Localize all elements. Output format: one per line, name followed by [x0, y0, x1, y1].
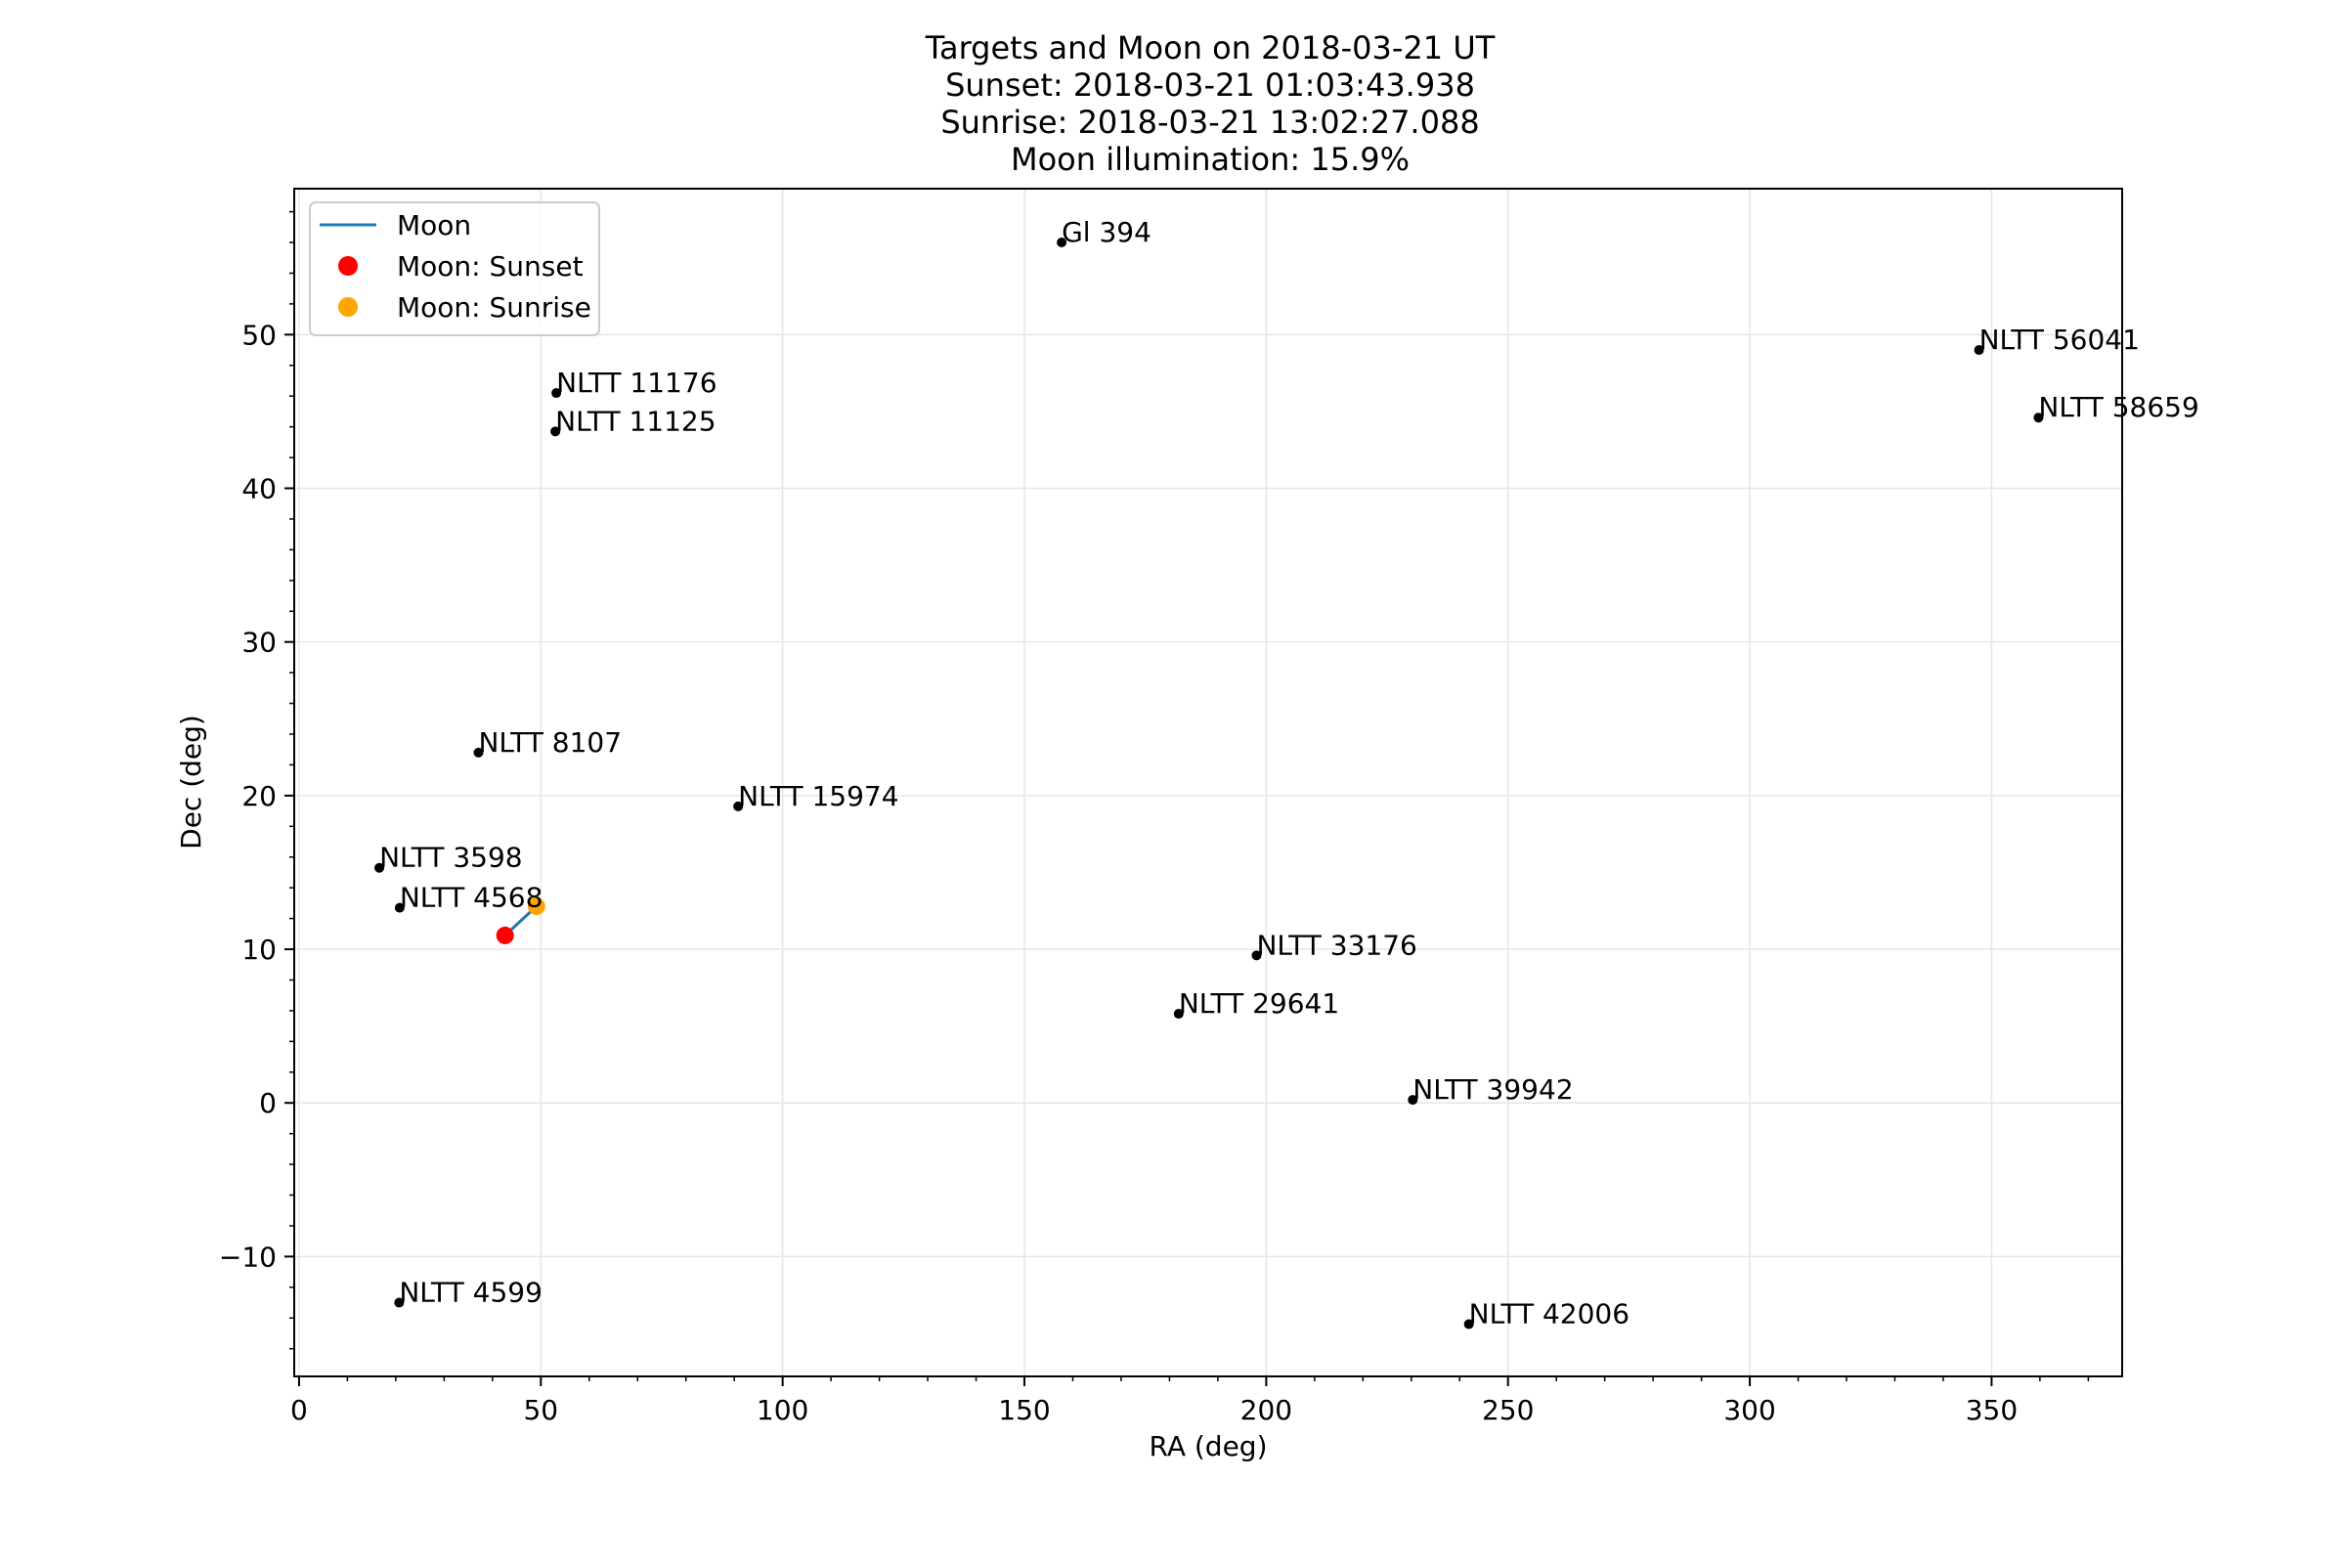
- moon-sunset-marker: [496, 926, 514, 944]
- title-line-2: Sunset: 2018-03-21 01:03:43.938: [945, 66, 1475, 104]
- legend: Moon Moon: Sunset Moon: Sunrise: [309, 201, 600, 336]
- target-point: [1251, 950, 1262, 961]
- target-label: NLTT 15974: [738, 780, 898, 812]
- target-point: [374, 862, 385, 873]
- y-tick-label: 40: [241, 473, 277, 505]
- legend-sunset-marker: [338, 256, 358, 276]
- plot-frame: [293, 188, 2123, 1377]
- target-label: Gl 394: [1062, 216, 1151, 248]
- target-point: [1463, 1319, 1474, 1329]
- x-tick-label: 150: [998, 1394, 1050, 1426]
- legend-sunrise-marker: [338, 297, 358, 317]
- y-tick-label: 30: [241, 627, 277, 659]
- target-label: NLTT 56041: [1979, 324, 2140, 356]
- moon-sunrise-marker: [527, 897, 545, 916]
- legend-label-moon: Moon: [397, 209, 471, 241]
- y-tick-label: 50: [241, 319, 277, 351]
- target-point: [1173, 1009, 1184, 1020]
- title-line-1: Targets and Moon on 2018-03-21 UT: [925, 29, 1496, 66]
- axis-ticks: 0 50 100 150 200 250 300 350 −10 0 10 20 30 40 50: [219, 210, 2090, 1426]
- x-tick-label: 0: [290, 1394, 308, 1426]
- target-label: NLTT 33176: [1256, 929, 1416, 961]
- target-point: [1408, 1095, 1418, 1106]
- target-label: NLTT 39942: [1412, 1073, 1573, 1106]
- target-point: [550, 426, 561, 437]
- x-axis-label: RA (deg): [1150, 1430, 1268, 1462]
- target-point: [1057, 238, 1067, 248]
- legend-box: [309, 201, 600, 336]
- target-label: NLTT 4599: [399, 1277, 543, 1309]
- target-label: NLTT 8107: [478, 726, 622, 759]
- x-tick-label: 300: [1723, 1394, 1775, 1426]
- y-tick-label: 0: [259, 1087, 277, 1119]
- target-label: NLTT 11125: [555, 405, 716, 437]
- x-tick-label: 350: [1966, 1394, 2018, 1426]
- y-tick-label: 20: [241, 780, 277, 812]
- x-tick-label: 100: [757, 1394, 808, 1426]
- x-tick-label: 200: [1240, 1394, 1292, 1426]
- grid: [294, 189, 2122, 1376]
- chart-title: Targets and Moon on 2018-03-21 UT Sunset…: [925, 29, 1496, 178]
- legend-label-moon-sunset: Moon: Sunset: [397, 250, 584, 283]
- target-point: [473, 747, 484, 758]
- target-point: [394, 1297, 405, 1308]
- moon-series: [496, 897, 545, 944]
- y-tick-label: 10: [241, 934, 277, 966]
- target-series: Gl 394 NLTT 56041 NLTT 58659 NLTT 11176 NLTT…: [374, 216, 2199, 1330]
- title-line-3: Sunrise: 2018-03-21 13:02:27.088: [940, 104, 1479, 141]
- target-label: NLTT 58659: [2038, 391, 2198, 423]
- target-point: [2033, 413, 2044, 423]
- target-label: NLTT 29641: [1179, 987, 1339, 1020]
- target-point: [733, 801, 744, 811]
- target-label: NLTT 3598: [379, 842, 523, 874]
- target-label: NLTT 42006: [1469, 1298, 1629, 1330]
- y-tick-label: −10: [219, 1241, 277, 1273]
- target-point: [394, 902, 405, 913]
- legend-label-moon-sunrise: Moon: Sunrise: [397, 291, 591, 324]
- target-point: [551, 388, 562, 399]
- title-line-4: Moon illumination: 15.9%: [1011, 141, 1410, 178]
- target-point: [1974, 345, 1984, 356]
- target-label: NLTT 4568: [400, 882, 543, 914]
- x-tick-label: 250: [1482, 1394, 1534, 1426]
- target-label: NLTT 11176: [556, 367, 717, 399]
- y-axis-label: Dec (deg): [175, 715, 207, 849]
- x-tick-label: 50: [523, 1394, 558, 1426]
